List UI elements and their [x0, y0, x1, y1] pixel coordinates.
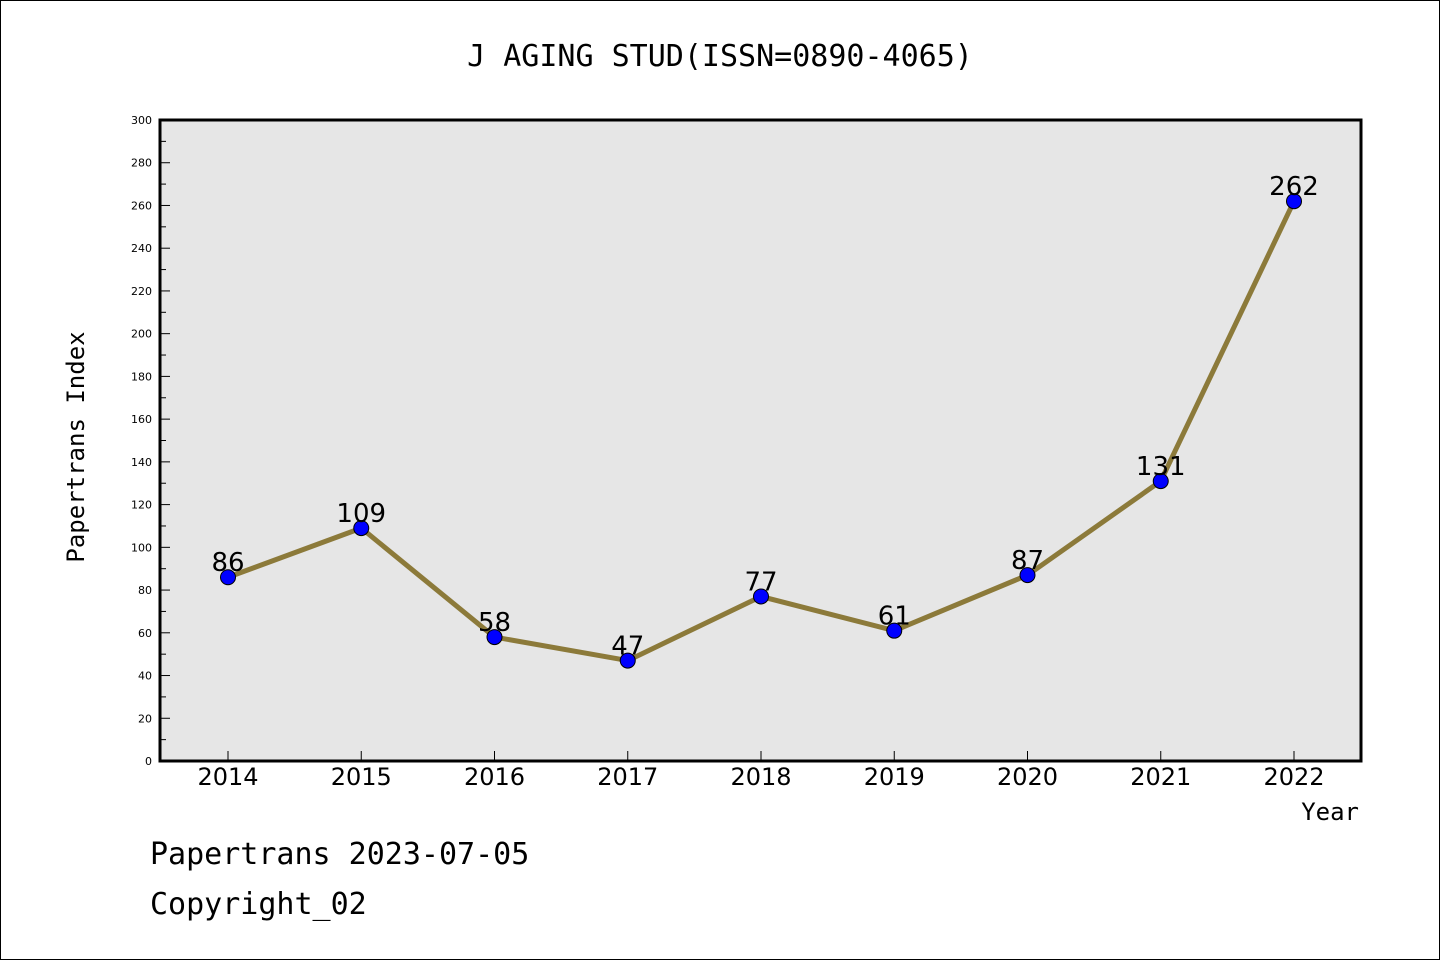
data-label: 109	[336, 499, 386, 529]
y-tick-label: 100	[131, 541, 152, 554]
data-label: 61	[878, 602, 911, 632]
x-tick-label: 2021	[1130, 763, 1191, 791]
data-point	[1152, 473, 1169, 490]
footer-copyright: Copyright_02	[150, 887, 367, 922]
y-axis-label: Papertrans Index	[62, 331, 90, 562]
x-tick-label: 2014	[197, 763, 258, 791]
data-point	[753, 588, 769, 605]
y-tick-label: 200	[131, 328, 152, 341]
y-tick-label: 300	[131, 114, 152, 127]
plot-area	[158, 118, 1363, 763]
data-point	[486, 629, 503, 646]
y-tick-label: 60	[138, 627, 152, 640]
x-tick-label: 2019	[864, 763, 925, 791]
x-tick-label: 2017	[597, 763, 658, 791]
y-tick-label: 40	[138, 670, 152, 683]
x-tick-label: 2020	[997, 763, 1058, 791]
data-label: 47	[611, 632, 644, 662]
x-axis-ticks: 2014 2015 2016 2017 2018 2019 2020 2021 2022	[197, 751, 1325, 791]
data-point	[220, 569, 236, 586]
data-label: 262	[1269, 172, 1319, 202]
data-label: 86	[211, 548, 244, 578]
data-point	[353, 520, 370, 537]
y-tick-label: 160	[131, 413, 152, 426]
data-label: 77	[744, 567, 777, 597]
y-tick-label: 240	[131, 242, 152, 255]
y-tick-label: 260	[131, 199, 152, 212]
y-tick-label: 120	[131, 499, 152, 512]
y-tick-label: 280	[131, 157, 152, 170]
data-label: 131	[1136, 452, 1186, 482]
y-tick-label: 220	[131, 285, 152, 298]
x-tick-label: 2016	[464, 763, 525, 791]
x-tick-label: 2015	[331, 763, 392, 791]
y-tick-label: 180	[131, 370, 152, 383]
x-axis-label: Year	[1301, 798, 1359, 826]
data-point	[1286, 193, 1302, 210]
y-tick-label: 80	[138, 584, 152, 597]
y-tick-label: 20	[138, 712, 152, 725]
data-label: 87	[1011, 546, 1044, 576]
series-layer	[220, 193, 1302, 669]
footer-source: Papertrans 2023-07-05	[150, 837, 529, 872]
x-tick-label: 2018	[730, 763, 791, 791]
y-tick-label: 0	[145, 755, 152, 768]
data-point	[886, 622, 903, 639]
data-point	[1019, 567, 1036, 584]
data-labels-layer: 86 109 58 47 77 61 87 131 262	[211, 172, 1318, 661]
data-label: 58	[478, 608, 511, 638]
data-point	[619, 652, 636, 669]
chart-title: J AGING STUD(ISSN=0890-4065)	[467, 39, 973, 74]
x-tick-label: 2022	[1263, 763, 1324, 791]
y-axis-ticks: 0 20 40 60 80 100 120 140 160 180 200 220 240 260 280 3…	[131, 114, 170, 768]
y-tick-label: 140	[131, 456, 152, 469]
